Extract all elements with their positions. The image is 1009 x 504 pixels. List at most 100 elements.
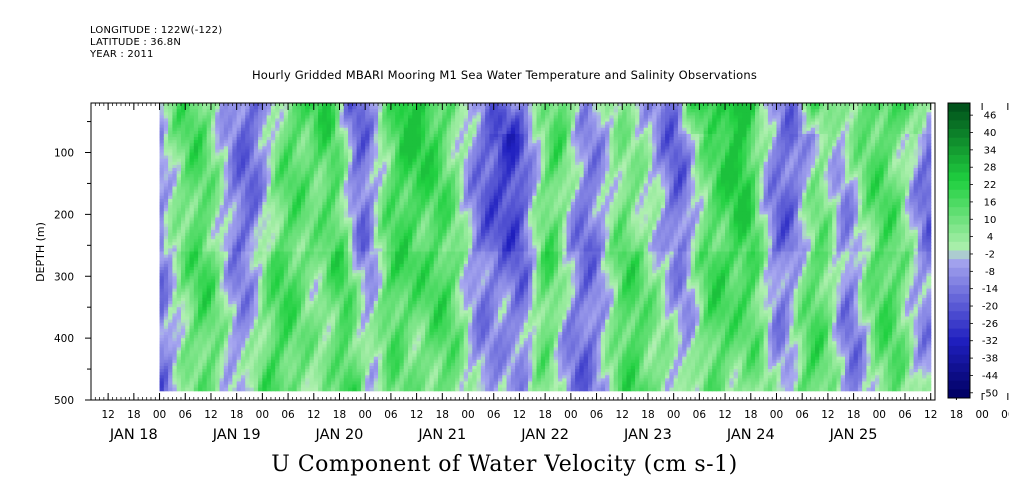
heatmap-cell	[202, 322, 208, 327]
heatmap-cell	[198, 282, 203, 287]
heatmap-cell	[180, 365, 186, 370]
heatmap-cell	[189, 174, 195, 178]
heatmap-cell	[163, 223, 169, 228]
heatmap-cell	[193, 381, 199, 386]
heatmap-cell	[206, 140, 212, 144]
longitude-label: LONGITUDE : 122W(-122)	[90, 25, 223, 36]
heatmap-cell	[198, 192, 203, 197]
heatmap-cell	[206, 251, 212, 256]
heatmap-cell	[180, 232, 186, 237]
heatmap-cell	[185, 127, 191, 132]
heatmap-cell	[198, 356, 203, 361]
heatmap-cell	[206, 236, 212, 240]
heatmap-cell	[163, 146, 169, 150]
heatmap-cell	[163, 384, 169, 389]
heatmap-cell	[198, 232, 203, 237]
heatmap-cell	[168, 297, 173, 302]
heatmap-cell	[198, 387, 203, 392]
heatmap-cell	[202, 186, 208, 191]
heatmap-cell	[198, 103, 203, 107]
heatmap-cell	[159, 335, 165, 339]
heatmap-cell	[168, 365, 173, 370]
heatmap-cell	[193, 232, 199, 237]
heatmap-cell	[202, 260, 208, 265]
heatmap-cell	[202, 205, 208, 209]
heatmap-cell	[176, 121, 182, 126]
heatmap-cell	[202, 189, 208, 194]
heatmap-cell	[189, 325, 195, 330]
heatmap-cell	[202, 285, 208, 290]
heatmap-cell	[180, 331, 186, 336]
heatmap-cell	[198, 223, 203, 228]
heatmap-cell	[163, 254, 169, 259]
heatmap-cell	[172, 260, 178, 265]
heatmap-cell	[163, 353, 169, 358]
heatmap-cell	[159, 273, 165, 277]
heatmap-cell	[193, 338, 199, 342]
heatmap-cell	[198, 260, 203, 265]
heatmap-cell	[206, 307, 212, 311]
heatmap-cell	[202, 387, 208, 392]
heatmap-cell	[189, 294, 195, 299]
heatmap-cell	[159, 226, 165, 231]
heatmap-cell	[206, 273, 212, 277]
heatmap-cell	[168, 174, 173, 178]
heatmap-cell	[163, 183, 169, 188]
heatmap-cell	[202, 270, 208, 274]
heatmap-cell	[266, 387, 272, 392]
heatmap-cell	[180, 279, 186, 284]
heatmap-cell	[163, 174, 169, 178]
heatmap-cell	[189, 263, 195, 268]
heatmap-cell	[189, 180, 195, 185]
heatmap-cell	[189, 223, 195, 228]
heatmap-cell	[163, 189, 169, 194]
heatmap-cell	[176, 245, 182, 249]
heatmap-cell	[193, 365, 199, 370]
heatmap-cell	[198, 118, 203, 123]
heatmap-cell	[163, 140, 169, 144]
heatmap-cell	[198, 149, 203, 154]
heatmap-cell	[172, 331, 178, 336]
heatmap-cell	[163, 239, 169, 243]
heatmap-cell	[198, 167, 203, 172]
heatmap-cell	[189, 260, 195, 265]
heatmap-cell	[198, 202, 203, 206]
heatmap-cell	[189, 369, 195, 373]
heatmap-cell	[172, 257, 178, 262]
heatmap-cell	[159, 133, 165, 138]
heatmap-cell	[180, 316, 186, 321]
heatmap-cell	[189, 384, 195, 389]
heatmap-cell	[163, 103, 169, 107]
heatmap-cell	[202, 103, 208, 107]
heatmap-cell	[198, 229, 203, 234]
heatmap-cell	[185, 297, 191, 302]
heatmap-cell	[163, 294, 169, 299]
heatmap-cell	[202, 226, 208, 231]
heatmap-cell	[189, 177, 195, 181]
heatmap-cell	[236, 387, 242, 392]
heatmap-cell	[176, 223, 182, 228]
heatmap-cell	[206, 304, 212, 308]
heatmap-cell	[163, 149, 169, 154]
heatmap-cell	[206, 189, 212, 194]
heatmap-cell	[193, 180, 199, 185]
heatmap-cell	[163, 198, 169, 203]
heatmap-cell	[193, 372, 199, 376]
heatmap-cell	[159, 180, 165, 185]
heatmap-cell	[193, 137, 199, 141]
heatmap-cell	[176, 239, 182, 243]
heatmap-cell	[189, 137, 195, 141]
heatmap-cell	[185, 226, 191, 231]
heatmap-cell	[198, 384, 203, 389]
heatmap-cell	[185, 294, 191, 299]
heatmap-cell	[193, 384, 199, 389]
heatmap-cell	[163, 251, 169, 256]
heatmap-cell	[176, 171, 182, 175]
heatmap-cell	[206, 226, 212, 231]
heatmap-cell	[168, 304, 173, 308]
heatmap-cell	[163, 124, 169, 129]
heatmap-cell	[163, 375, 169, 379]
heatmap-cell	[163, 359, 169, 364]
heatmap-cell	[180, 223, 186, 228]
heatmap-cell	[193, 103, 199, 107]
